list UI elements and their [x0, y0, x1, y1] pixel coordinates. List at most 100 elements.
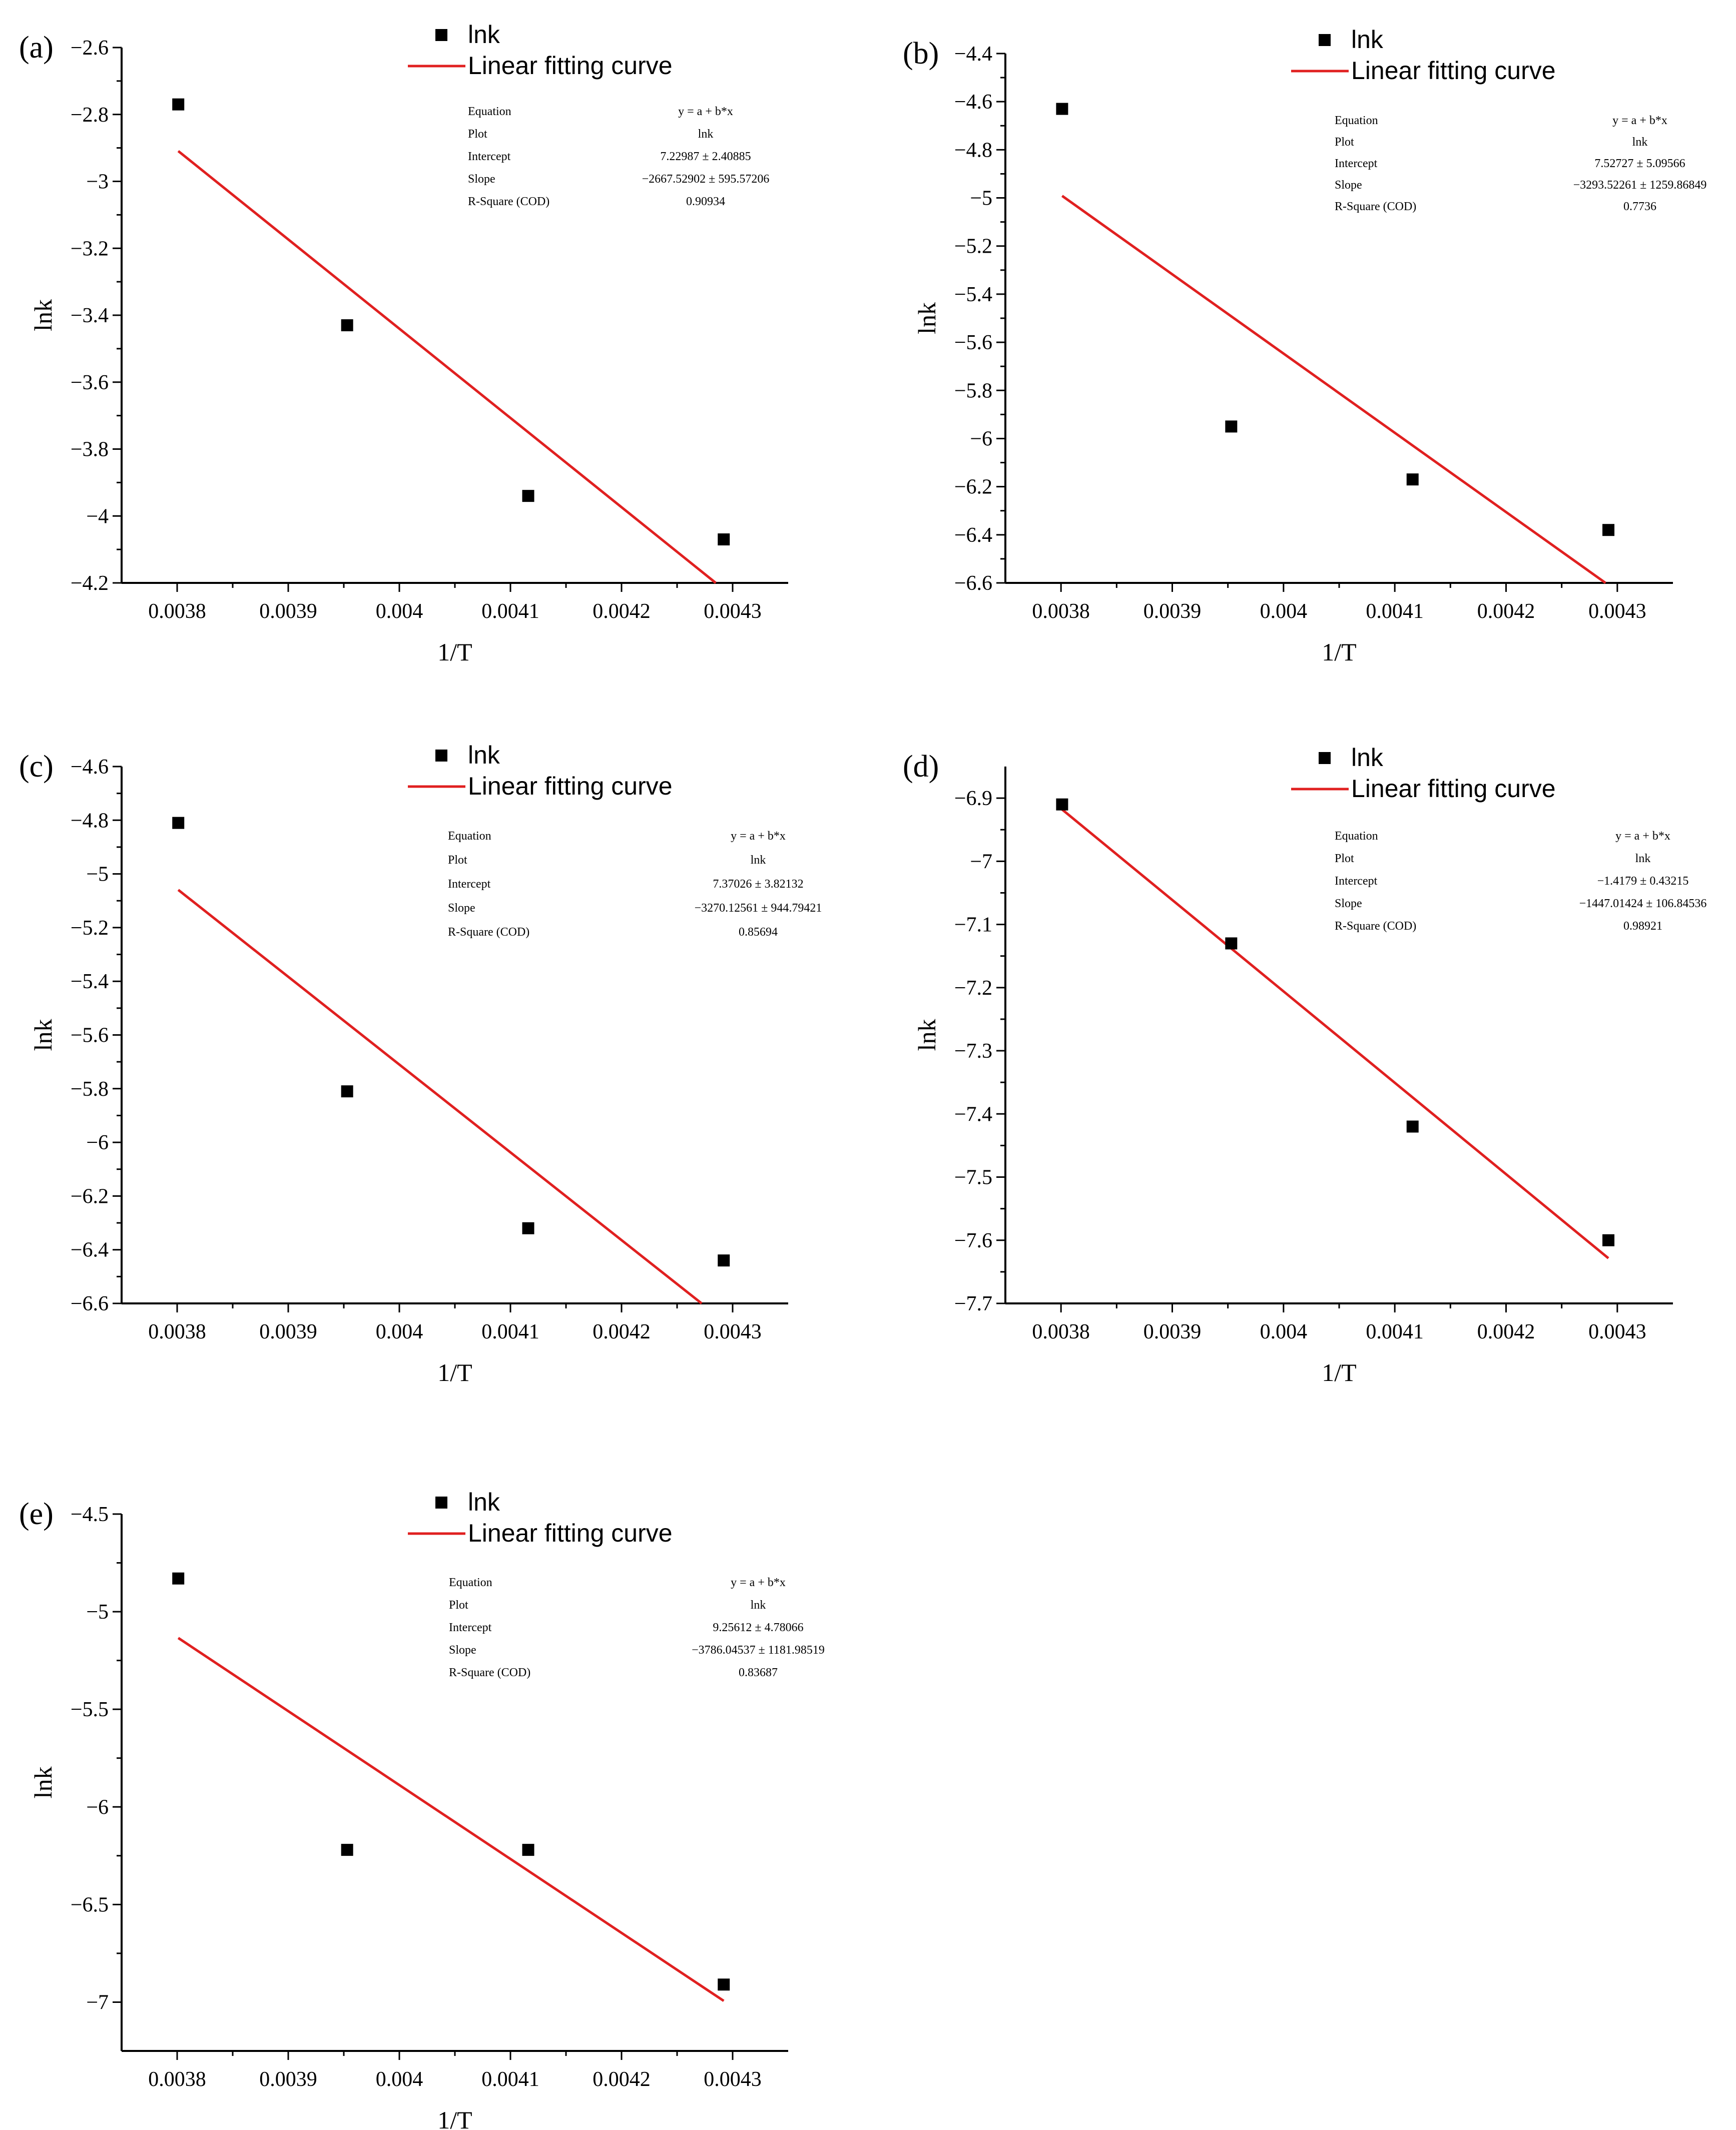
data-point: [341, 1844, 353, 1856]
fit-stat-label: Intercept: [448, 878, 491, 891]
fit-stat-value: −2667.52902 ± 595.57206: [642, 173, 770, 186]
fit-stat-value: 9.25612 ± 4.78066: [713, 1621, 803, 1634]
x-tick-label: 0.0041: [1366, 600, 1424, 623]
fit-stat-label: Equation: [448, 830, 491, 843]
fit-stat-label: Intercept: [449, 1621, 492, 1634]
x-tick-label: 0.0042: [593, 1320, 651, 1343]
data-point: [718, 533, 730, 546]
y-tick-label: −5.6: [954, 331, 992, 354]
y-axis-title: lnk: [913, 302, 941, 334]
fit-stat-label: Intercept: [1335, 157, 1378, 170]
x-axis-title: 1/T: [1322, 1358, 1356, 1386]
x-tick-label: 0.0041: [481, 1320, 539, 1343]
data-point: [172, 1572, 185, 1585]
y-tick-label: −6.5: [71, 1893, 109, 1916]
x-tick-label: 0.0039: [259, 2068, 317, 2091]
fit-stat-label: Intercept: [1335, 875, 1378, 888]
x-axis-title: 1/T: [437, 2106, 472, 2130]
x-tick-label: 0.0043: [1588, 1320, 1646, 1343]
y-tick-label: −5: [86, 863, 109, 886]
fit-stat-value: lnk: [1635, 852, 1651, 865]
x-tick-label: 0.0042: [1477, 600, 1535, 623]
data-point: [1225, 937, 1238, 950]
fit-stat-value: 0.7736: [1623, 200, 1656, 213]
x-tick-label: 0.0039: [1143, 1320, 1202, 1343]
y-tick-label: −5.8: [71, 1078, 109, 1101]
panel-e: −4.5 −5 −5.5 −6 −6.5 −7 0.0038 0.0039 0.004 0.004…: [19, 1488, 825, 2130]
panel-label: (e): [19, 1497, 54, 1531]
x-tick-label: 0.0038: [148, 600, 206, 623]
fit-line: [1061, 808, 1609, 1259]
x-tick-label: 0.0038: [1032, 1320, 1090, 1343]
x-tick-label: 0.004: [1260, 1320, 1308, 1343]
y-tick-label: −2.8: [71, 104, 109, 127]
y-tick-label: −6.4: [71, 1239, 109, 1262]
x-tick-label: 0.0038: [148, 1320, 206, 1343]
y-axis-title: lnk: [29, 299, 57, 331]
fit-stat-label: R-Square (COD): [1335, 920, 1416, 933]
fit-stat-label: Equation: [1335, 114, 1378, 127]
data-point: [1406, 473, 1419, 486]
data-point: [172, 817, 185, 829]
x-tick-label: 0.004: [376, 600, 423, 623]
fit-stat-value: −3786.04537 ± 1181.98519: [692, 1644, 825, 1657]
data-point: [1406, 1120, 1419, 1133]
fit-stat-label: R-Square (COD): [1335, 200, 1416, 213]
fit-stat-value: −3270.12561 ± 944.79421: [695, 902, 822, 915]
legend-label-points: lnk: [468, 21, 500, 49]
fit-stat-value: y = a + b*x: [1612, 114, 1667, 127]
fit-stat-label: Slope: [449, 1644, 476, 1657]
legend-label-fit: Linear fitting curve: [468, 772, 673, 800]
data-point: [718, 1254, 730, 1267]
y-tick-label: −6.2: [71, 1185, 109, 1208]
y-tick-label: −7.3: [954, 1040, 992, 1063]
y-tick-label: −6.4: [954, 524, 992, 547]
fit-stat-label: Plot: [448, 854, 467, 867]
y-tick-label: −4.6: [954, 91, 992, 114]
data-point: [1056, 103, 1068, 115]
fit-stat-label: Intercept: [468, 150, 511, 163]
x-tick-label: 0.004: [376, 1320, 423, 1343]
data-point: [522, 490, 534, 502]
fit-stat-value: 7.37026 ± 3.82132: [713, 878, 803, 891]
fit-stat-value: lnk: [751, 1599, 766, 1612]
y-tick-label: −4.5: [71, 1503, 109, 1526]
fit-stat-value: 7.52727 ± 5.09566: [1594, 157, 1685, 170]
y-tick-label: −5: [86, 1601, 109, 1624]
x-tick-label: 0.004: [1260, 600, 1308, 623]
y-tick-label: −7.7: [954, 1292, 992, 1315]
y-tick-label: −2.6: [71, 37, 109, 60]
data-point: [341, 1085, 353, 1098]
fit-stat-label: Slope: [448, 902, 475, 915]
fit-stat-value: lnk: [698, 128, 714, 141]
x-tick-label: 0.0042: [593, 600, 651, 623]
y-tick-label: −5.4: [71, 970, 109, 993]
y-tick-label: −6: [86, 1131, 109, 1154]
x-tick-label: 0.0038: [1032, 600, 1090, 623]
fit-stat-value: y = a + b*x: [678, 105, 733, 118]
panel-c: −4.6 −4.8 −5 −5.2 −5.4 −5.6 −5.8 −6 −6.2 −6.4 −6.6…: [19, 741, 822, 1386]
fit-stat-label: Plot: [449, 1599, 468, 1612]
fit-line: [177, 150, 717, 584]
y-tick-label: −5.6: [71, 1024, 109, 1047]
panel-a: −2.6 −2.8 −3 −3.2 −3.4 −3.6 −3.8 −4 −4.2 0.0038 0.…: [19, 21, 788, 666]
x-tick-label: 0.004: [376, 2068, 423, 2091]
panel-label: (d): [903, 750, 939, 784]
x-tick-label: 0.0042: [1477, 1320, 1535, 1343]
fit-line: [177, 1637, 725, 2002]
legend-label-points: lnk: [468, 741, 500, 769]
x-tick-label: 0.0039: [259, 1320, 317, 1343]
fit-stat-label: R-Square (COD): [449, 1666, 530, 1679]
y-axis-title: lnk: [29, 1767, 57, 1799]
x-tick-label: 0.0039: [259, 600, 317, 623]
x-tick-label: 0.0043: [704, 2068, 762, 2091]
y-tick-label: −7.1: [954, 914, 992, 937]
x-tick-label: 0.0038: [148, 2068, 206, 2091]
fit-stat-label: Equation: [1335, 830, 1378, 843]
x-tick-label: 0.0041: [1366, 1320, 1424, 1343]
y-tick-label: −7.2: [954, 977, 992, 1000]
data-point: [522, 1844, 534, 1856]
y-tick-label: −4.2: [71, 572, 109, 595]
fit-stat-label: R-Square (COD): [468, 195, 549, 208]
